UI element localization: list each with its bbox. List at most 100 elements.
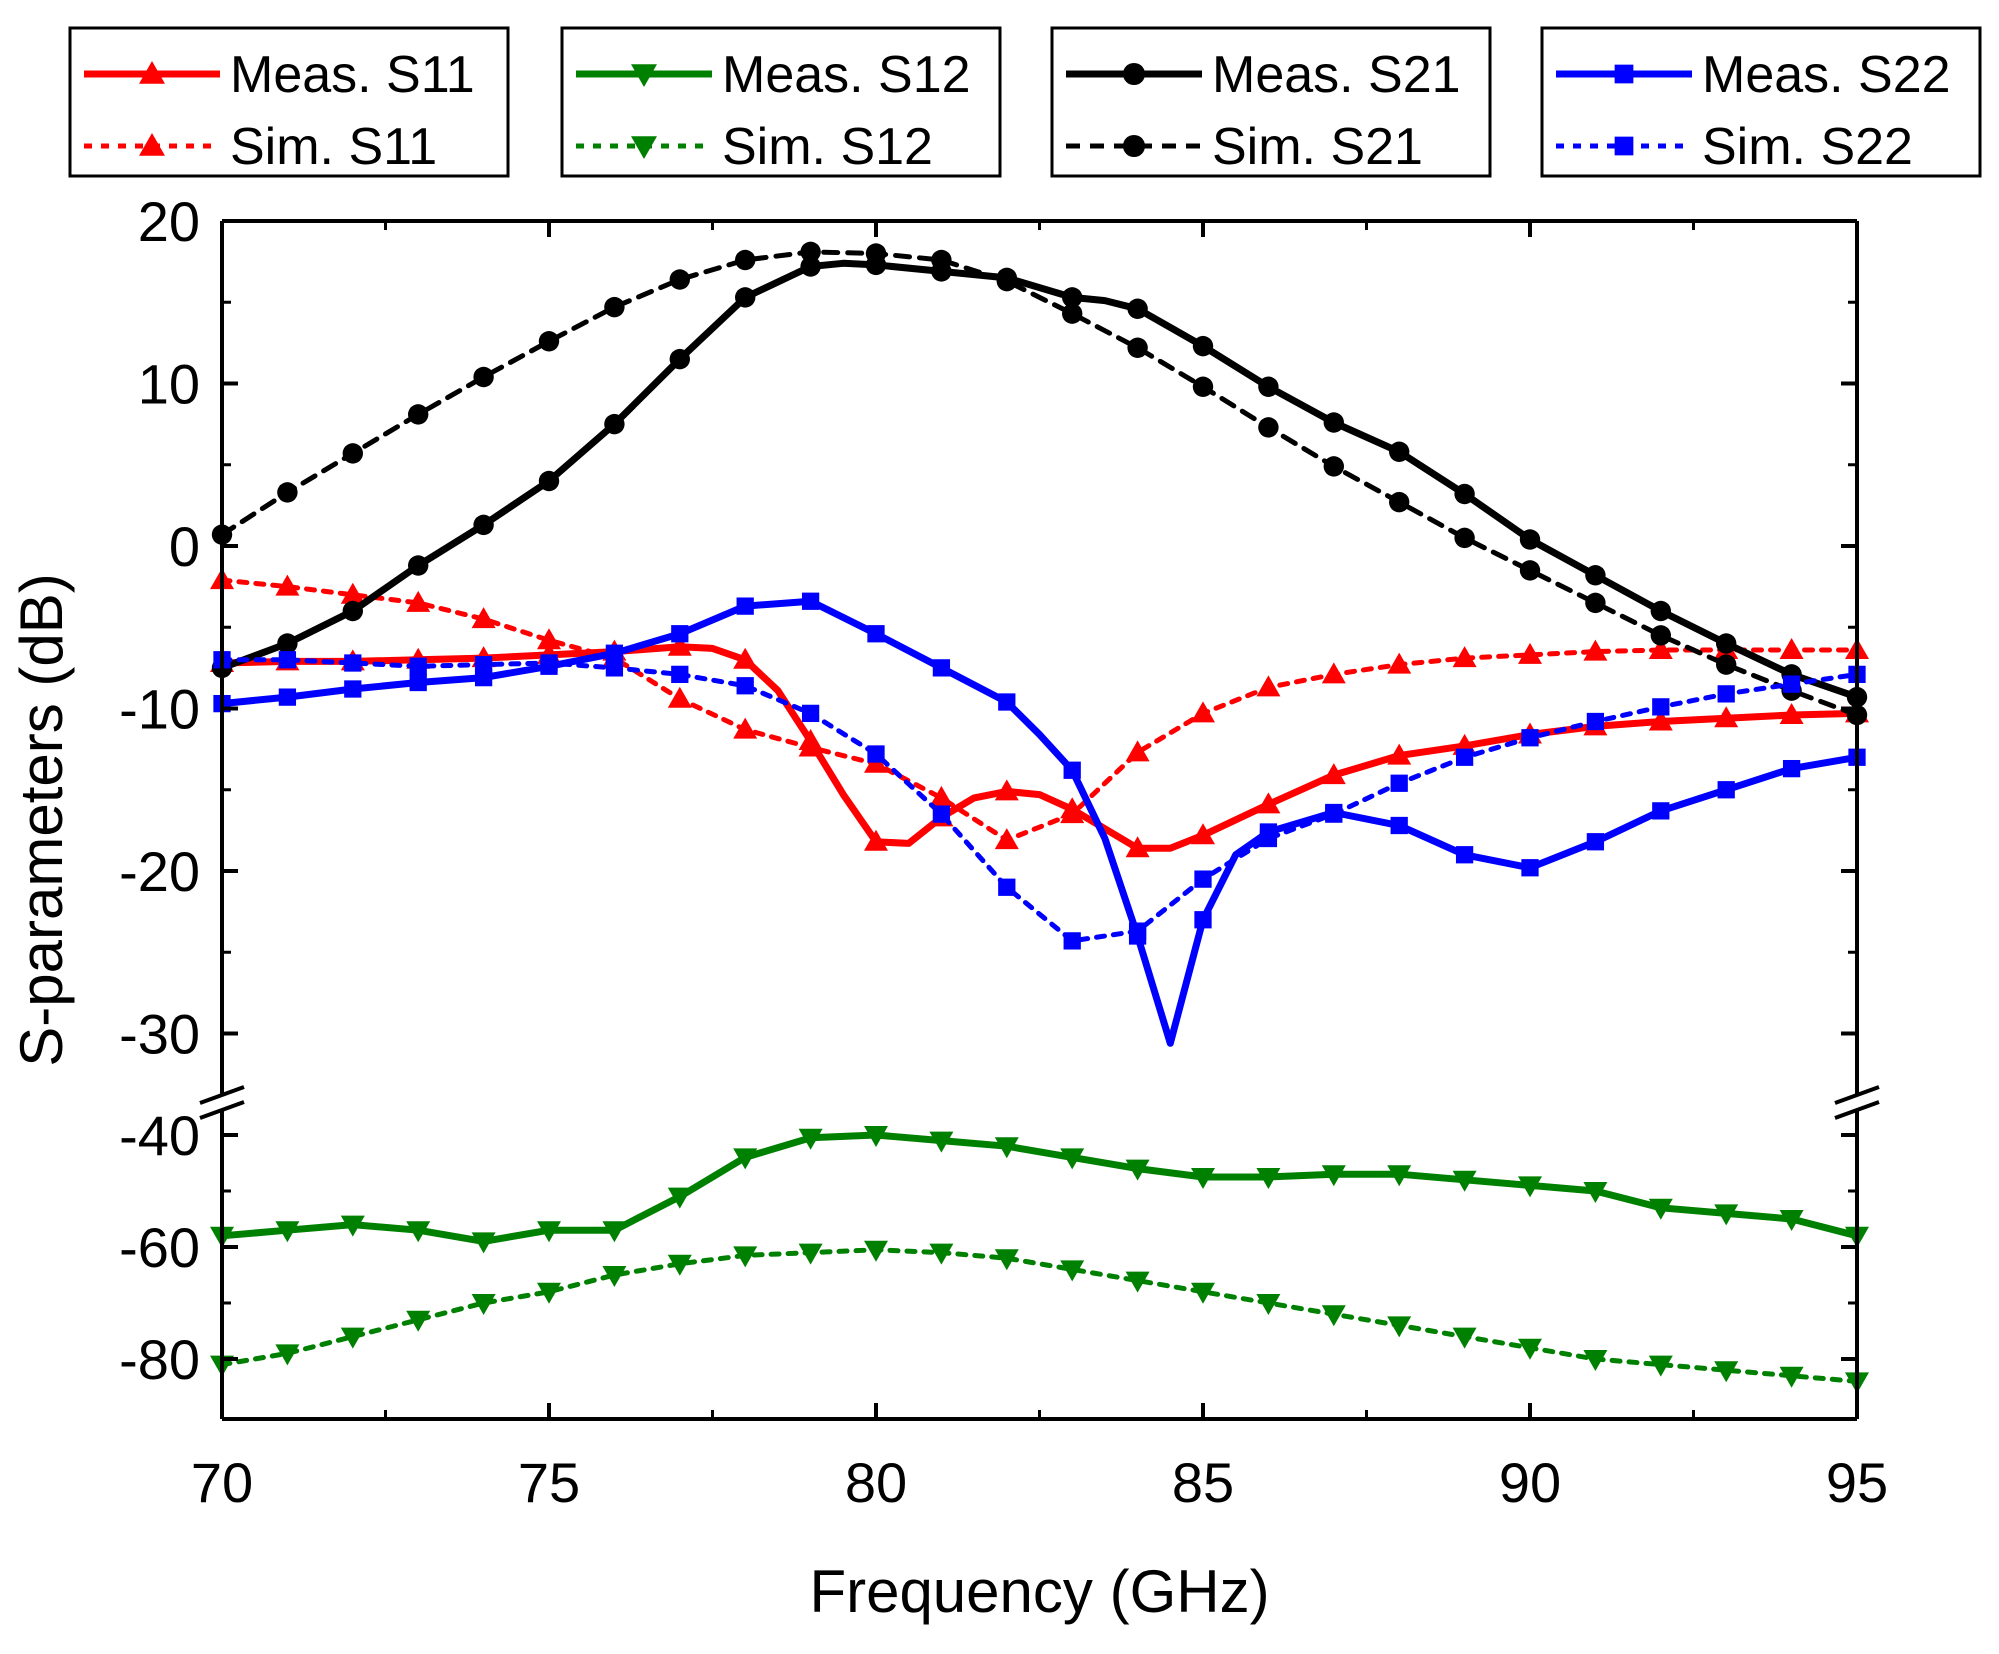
data-point bbox=[604, 413, 625, 435]
data-point bbox=[735, 249, 756, 271]
x-tick-label: 85 bbox=[1172, 1451, 1234, 1514]
legend-label: Sim. S12 bbox=[722, 118, 933, 176]
data-point bbox=[471, 1232, 496, 1254]
data-point bbox=[1389, 491, 1410, 513]
data-point bbox=[1518, 1176, 1542, 1198]
data-point bbox=[602, 1221, 627, 1243]
data-point bbox=[1583, 1350, 1608, 1371]
series-line bbox=[219, 577, 1860, 843]
data-point bbox=[1194, 911, 1212, 929]
data-point bbox=[1191, 1168, 1215, 1189]
data-point bbox=[931, 249, 952, 271]
data-point bbox=[865, 243, 887, 264]
data-point bbox=[1194, 870, 1212, 888]
legend-frame bbox=[1540, 26, 1982, 178]
data-point bbox=[537, 1221, 561, 1243]
data-point bbox=[1387, 652, 1412, 674]
data-point bbox=[1060, 1148, 1085, 1170]
data-point bbox=[1258, 376, 1279, 397]
data-point bbox=[1389, 441, 1410, 462]
data-point bbox=[275, 1344, 300, 1366]
legend-label: Meas. S21 bbox=[1212, 46, 1461, 104]
data-point bbox=[667, 1187, 692, 1209]
data-point bbox=[1390, 774, 1408, 792]
data-point bbox=[344, 654, 362, 672]
data-point bbox=[929, 1243, 954, 1265]
data-point bbox=[667, 686, 692, 708]
data-point bbox=[1583, 1182, 1608, 1203]
data-point bbox=[1321, 1165, 1346, 1187]
data-point bbox=[735, 287, 756, 308]
y-tick-label: -80 bbox=[119, 1328, 200, 1391]
data-point bbox=[669, 269, 690, 290]
x-tick-label: 75 bbox=[518, 1451, 580, 1514]
data-point bbox=[537, 1282, 561, 1304]
axis-break-mark bbox=[1834, 1085, 1880, 1105]
legend-label: Meas. S11 bbox=[230, 46, 475, 104]
series-meas-s21 bbox=[211, 254, 1868, 708]
y-tick-label: 0 bbox=[169, 515, 200, 578]
legend-label: Sim. S11 bbox=[230, 118, 437, 176]
data-point bbox=[275, 1221, 300, 1243]
data-point bbox=[1455, 846, 1474, 864]
x-tick-label: 95 bbox=[1826, 1451, 1888, 1514]
data-point bbox=[1127, 298, 1148, 319]
data-point bbox=[1779, 703, 1804, 724]
data-point bbox=[1583, 639, 1608, 661]
data-point bbox=[864, 1240, 888, 1262]
data-point bbox=[1191, 701, 1215, 723]
series-line bbox=[218, 643, 1861, 852]
x-tick-label: 70 bbox=[191, 1451, 253, 1514]
axis-break-mark bbox=[1834, 1100, 1880, 1120]
data-point bbox=[538, 470, 560, 492]
data-point bbox=[406, 590, 431, 612]
data-point bbox=[1452, 646, 1477, 668]
data-point bbox=[602, 1266, 627, 1287]
data-point bbox=[996, 270, 1017, 292]
data-point bbox=[1256, 792, 1281, 814]
data-point bbox=[1648, 638, 1673, 659]
data-point bbox=[1652, 802, 1670, 820]
data-point bbox=[1586, 833, 1605, 851]
data-point bbox=[671, 625, 689, 643]
data-point bbox=[798, 1243, 823, 1265]
data-point bbox=[1716, 633, 1737, 654]
y-tick-label: -40 bbox=[119, 1104, 200, 1167]
data-point bbox=[1256, 1294, 1281, 1315]
y-tick-label: -20 bbox=[119, 840, 200, 903]
data-point bbox=[932, 805, 951, 823]
data-point bbox=[340, 582, 365, 604]
data-point bbox=[1127, 337, 1148, 358]
data-point bbox=[1062, 287, 1083, 308]
data-point bbox=[1779, 1366, 1804, 1388]
legend-box: Meas. S22 Sim. S22 bbox=[1540, 26, 1982, 178]
data-point bbox=[801, 704, 820, 723]
legend-marker bbox=[1122, 62, 1146, 86]
data-point bbox=[1650, 600, 1672, 622]
data-point bbox=[669, 348, 690, 370]
data-point bbox=[1390, 816, 1408, 835]
series-line bbox=[218, 597, 1861, 1047]
y-axis-title: S-parameters (dB) bbox=[8, 573, 75, 1066]
data-point bbox=[409, 673, 427, 692]
data-point bbox=[277, 633, 298, 654]
plot-series bbox=[210, 241, 1869, 1394]
legend-marker bbox=[631, 64, 657, 87]
data-point bbox=[733, 717, 758, 739]
data-point bbox=[473, 366, 494, 388]
data-point bbox=[1521, 729, 1539, 747]
data-point bbox=[344, 680, 362, 698]
data-point bbox=[1321, 1305, 1346, 1327]
data-point bbox=[1648, 709, 1673, 731]
data-point bbox=[867, 745, 885, 763]
data-point bbox=[1714, 706, 1739, 728]
legend-frame bbox=[560, 26, 1002, 178]
data-point bbox=[474, 668, 493, 687]
data-point bbox=[798, 735, 823, 757]
series-line bbox=[219, 249, 1860, 718]
data-point bbox=[406, 1221, 431, 1243]
series-line bbox=[219, 1247, 1860, 1384]
data-point bbox=[1585, 592, 1606, 614]
data-point bbox=[1323, 412, 1345, 433]
data-point bbox=[1062, 303, 1083, 324]
